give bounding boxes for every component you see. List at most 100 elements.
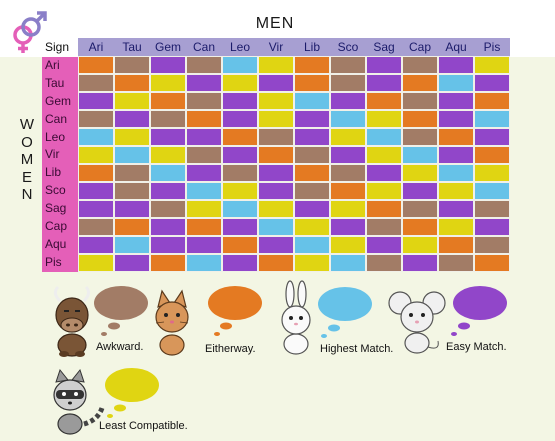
grid-cell <box>402 92 438 110</box>
women-sign-vir: Vir <box>45 147 60 162</box>
grid-cell <box>366 92 402 110</box>
grid-cell <box>114 254 150 272</box>
grid-cell <box>222 254 258 272</box>
grid-cell <box>150 164 186 182</box>
grid-cell <box>222 74 258 92</box>
grid-cell <box>474 92 510 110</box>
grid-cell <box>258 236 294 254</box>
speech-bubble <box>318 287 372 321</box>
grid-cell <box>366 236 402 254</box>
speech-bubble-dot <box>101 332 107 336</box>
speech-bubble-dot <box>107 414 113 418</box>
grid-cell <box>330 128 366 146</box>
grid-cell <box>114 128 150 146</box>
grid-cell <box>294 92 330 110</box>
grid-cell <box>474 200 510 218</box>
grid-cell <box>438 92 474 110</box>
women-sign-column: Ari Tau Gem Can Leo Vir Lib Sco Sag Cap Aqu Pis <box>42 57 78 272</box>
grid-cell <box>438 218 474 236</box>
grid-cell <box>150 56 186 74</box>
grid-cell <box>330 110 366 128</box>
women-sign-tau: Tau <box>45 75 65 90</box>
grid-cell <box>330 92 366 110</box>
legend-awkward: Awkward. <box>48 285 158 360</box>
grid-cell <box>258 146 294 164</box>
grid-cell <box>258 128 294 146</box>
grid-cell <box>150 146 186 164</box>
legend-label-easy-match: Easy Match. <box>446 341 507 353</box>
grid-cell <box>222 200 258 218</box>
women-label-letter: O <box>21 133 33 151</box>
grid-cell <box>438 110 474 128</box>
grid-cell <box>402 56 438 74</box>
legend-label-eitherway: Eitherway. <box>205 343 256 355</box>
grid-cell <box>114 56 150 74</box>
grid-cell <box>222 128 258 146</box>
cat-icon <box>155 286 262 356</box>
compatibility-grid <box>78 56 510 272</box>
grid-cell <box>78 182 114 200</box>
grid-cell <box>294 200 330 218</box>
grid-cell <box>294 128 330 146</box>
grid-cell <box>150 110 186 128</box>
grid-cell <box>294 236 330 254</box>
grid-cell <box>402 236 438 254</box>
speech-bubble-dot <box>451 332 457 336</box>
grid-cell <box>438 56 474 74</box>
men-sign-aqu: Aqu <box>445 40 467 54</box>
speech-bubble-dot <box>214 332 220 336</box>
grid-cell <box>78 254 114 272</box>
women-label-letter: M <box>20 151 34 168</box>
grid-cell <box>366 200 402 218</box>
men-sign-sag: Sag <box>373 40 395 54</box>
grid-cell <box>474 56 510 74</box>
men-sign-can: Can <box>192 40 215 54</box>
grid-cell <box>366 56 402 74</box>
grid-cell <box>402 146 438 164</box>
grid-cell <box>258 218 294 236</box>
grid-cell <box>222 218 258 236</box>
grid-cell <box>258 56 294 74</box>
grid-cell <box>474 236 510 254</box>
men-sign-tau: Tau <box>122 40 142 54</box>
grid-cell <box>366 110 402 128</box>
raccoon-icon <box>53 368 159 435</box>
speech-bubble-dot <box>321 334 327 338</box>
grid-cell <box>186 254 222 272</box>
grid-cell <box>78 164 114 182</box>
grid-cell <box>402 164 438 182</box>
grid-cell <box>366 218 402 236</box>
grid-cell <box>222 92 258 110</box>
grid-cell <box>402 218 438 236</box>
grid-cell <box>222 110 258 128</box>
grid-cell <box>78 110 114 128</box>
grid-cell <box>330 164 366 182</box>
grid-cell <box>114 164 150 182</box>
speech-bubble <box>94 286 148 320</box>
grid-cell <box>294 218 330 236</box>
women-sign-gem: Gem <box>45 93 72 108</box>
grid-cell <box>330 236 366 254</box>
grid-cell <box>366 146 402 164</box>
grid-cell <box>330 74 366 92</box>
grid-cell <box>258 92 294 110</box>
grid-cell <box>186 56 222 74</box>
women-label-letter: W <box>19 116 35 133</box>
grid-cell <box>330 200 366 218</box>
speech-bubble-dot <box>458 322 470 330</box>
grid-cell <box>150 236 186 254</box>
grid-cell <box>150 200 186 218</box>
grid-cell <box>366 74 402 92</box>
men-sign-cap: Cap <box>408 40 431 54</box>
legend-label-least-compatible: Least Compatible. <box>99 420 188 432</box>
grid-cell <box>258 182 294 200</box>
grid-cell <box>330 146 366 164</box>
grid-cell <box>366 164 402 182</box>
grid-cell <box>474 164 510 182</box>
grid-cell <box>438 182 474 200</box>
grid-cell <box>186 164 222 182</box>
mouse-icon <box>388 286 507 354</box>
grid-cell <box>294 56 330 74</box>
grid-cell <box>402 182 438 200</box>
